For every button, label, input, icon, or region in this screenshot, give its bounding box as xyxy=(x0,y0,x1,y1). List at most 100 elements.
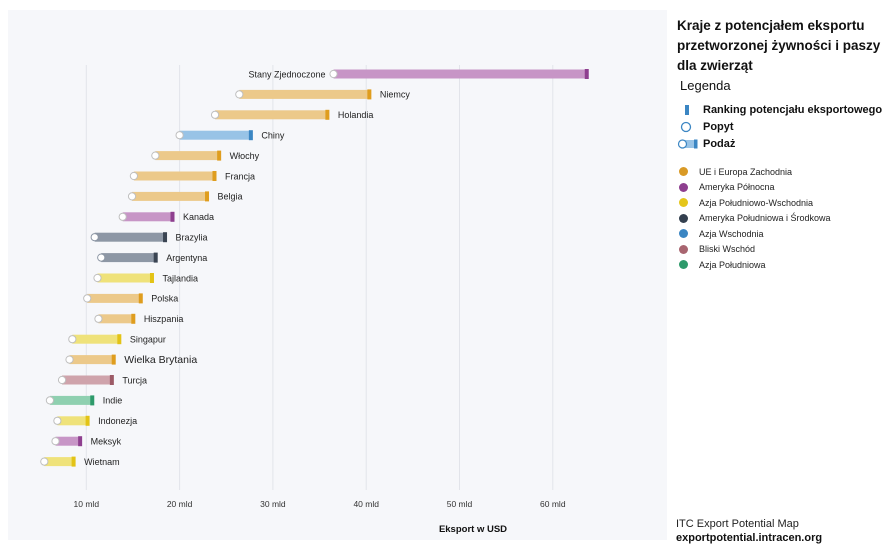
supply-bar[interactable] xyxy=(101,253,158,263)
ranking-marker[interactable] xyxy=(325,109,330,120)
ranking-marker[interactable] xyxy=(111,354,116,365)
region-legend: UE i Europa Zachodnia Ameryka Północna Azj… xyxy=(677,164,887,273)
supply-bar[interactable] xyxy=(133,171,216,181)
demand-point[interactable] xyxy=(94,314,103,323)
demand-point[interactable] xyxy=(45,396,55,405)
demand-point[interactable] xyxy=(127,192,137,201)
demand-point[interactable] xyxy=(93,273,102,283)
ranking-marker[interactable] xyxy=(217,150,222,161)
demand-point[interactable] xyxy=(97,253,106,262)
country-label: Singapur xyxy=(130,335,166,345)
demand-point[interactable] xyxy=(235,90,244,99)
country-label: Meksyk xyxy=(91,437,122,447)
country-row: Belgia xyxy=(127,191,243,202)
supply-bar[interactable] xyxy=(57,416,90,426)
demand-point[interactable] xyxy=(210,110,220,119)
demand-point[interactable] xyxy=(118,212,127,221)
supply-bar[interactable] xyxy=(179,130,253,140)
demand-point[interactable] xyxy=(175,131,184,140)
ranking-marker[interactable] xyxy=(248,130,253,141)
supply-bar[interactable] xyxy=(215,110,329,120)
ranking-marker[interactable] xyxy=(131,313,136,324)
supply-bar[interactable] xyxy=(49,395,94,405)
country-row: Chiny xyxy=(175,130,285,141)
x-tick-label: 50 mld xyxy=(447,499,473,509)
country-label: Niemcy xyxy=(380,90,411,100)
supply-bar[interactable] xyxy=(69,355,116,365)
ranking-marker[interactable] xyxy=(149,273,154,283)
supply-bar[interactable] xyxy=(44,457,76,467)
country-label: Francja xyxy=(225,171,255,181)
demand-point[interactable] xyxy=(329,69,338,79)
region-legend-item: Bliski Wschód xyxy=(677,242,887,258)
footer-source: ITC Export Potential Map xyxy=(676,518,799,530)
demand-point[interactable] xyxy=(65,355,74,364)
x-axis-title: Eksport w USD xyxy=(439,524,507,535)
demand-point[interactable] xyxy=(68,335,77,344)
supply-bar[interactable] xyxy=(98,314,135,324)
ranking-marker[interactable] xyxy=(71,456,76,467)
supply-bar[interactable] xyxy=(155,151,221,161)
supply-bar[interactable] xyxy=(87,293,143,303)
ranking-marker[interactable] xyxy=(170,211,175,222)
ranking-marker[interactable] xyxy=(212,171,217,181)
demand-point[interactable] xyxy=(51,437,60,446)
country-row: Stany Zjednoczone xyxy=(248,69,589,79)
ranking-marker[interactable] xyxy=(109,375,114,385)
region-legend-label: Azja Południowo-Wschodnia xyxy=(699,197,814,208)
chart-title: Kraje z potencjałem eksportu przetworzon… xyxy=(677,18,881,73)
region-legend-item: Ameryka Południowa i Środkowa xyxy=(677,211,887,227)
supply-bar[interactable] xyxy=(97,273,154,283)
legend-heading: Legenda xyxy=(680,78,731,93)
ranking-marker[interactable] xyxy=(367,89,372,100)
region-legend-label: Azja Wschodnia xyxy=(699,228,764,239)
ranking-marker[interactable] xyxy=(205,191,210,202)
country-row: Włochy xyxy=(151,150,260,161)
bars: Stany Zjednoczone Niemcy Holandia ChinyWłoc… xyxy=(40,69,589,467)
demand-point[interactable] xyxy=(53,416,62,425)
supply-bar[interactable] xyxy=(239,89,371,99)
country-row: Wielka Brytania xyxy=(65,354,197,366)
demand-point[interactable] xyxy=(151,151,160,160)
ranking-marker[interactable] xyxy=(153,252,158,263)
supply-bar-icon xyxy=(677,137,703,151)
ranking-marker[interactable] xyxy=(85,415,90,426)
ranking-marker[interactable] xyxy=(117,334,122,345)
country-row: Hiszpania xyxy=(94,313,183,324)
region-legend-item: Azja Południowo-Wschodnia xyxy=(677,195,887,211)
ranking-marker[interactable] xyxy=(163,232,168,243)
supply-bar[interactable] xyxy=(333,69,589,79)
footer: ITC Export Potential Map exportpotential… xyxy=(676,517,822,545)
country-label: Belgia xyxy=(218,192,243,202)
supply-bar[interactable] xyxy=(122,212,175,222)
region-legend-label: Azja Południowa xyxy=(699,259,766,270)
country-label: Brazylia xyxy=(176,233,208,243)
ranking-marker[interactable] xyxy=(90,395,95,406)
country-row: Singapur xyxy=(68,334,166,345)
country-row: Indie xyxy=(45,395,122,406)
region-color-dot xyxy=(679,182,688,192)
supply-bar[interactable] xyxy=(55,436,82,446)
ranking-marker[interactable] xyxy=(138,293,143,304)
ranking-marker[interactable] xyxy=(584,69,589,79)
chart-panel: Stany Zjednoczone Niemcy Holandia Chiny Włoc… xyxy=(8,10,667,540)
country-label: Indonezja xyxy=(98,416,137,426)
supply-bar[interactable] xyxy=(62,375,114,385)
supply-bar[interactable] xyxy=(132,191,209,201)
region-color-dot xyxy=(679,167,688,177)
demand-point[interactable] xyxy=(129,171,138,181)
supply-bar[interactable] xyxy=(94,232,167,242)
demand-point[interactable] xyxy=(40,457,49,466)
country-row: Francja xyxy=(129,171,255,181)
country-label: Wielka Brytania xyxy=(124,354,197,366)
demand-point[interactable] xyxy=(90,233,99,242)
country-label: Polska xyxy=(151,294,178,304)
country-label: Stany Zjednoczone xyxy=(248,69,325,79)
supply-bar[interactable] xyxy=(72,334,121,344)
demand-point[interactable] xyxy=(57,375,67,385)
ranking-marker[interactable] xyxy=(78,436,83,447)
region-legend-item: Azja Południowa xyxy=(677,257,887,273)
country-row: Niemcy xyxy=(235,89,411,100)
x-tick-labels: 10 mld 20 mld 30 mld 40 mld 50 mld 60 mld xyxy=(74,499,566,509)
demand-point[interactable] xyxy=(83,294,92,303)
